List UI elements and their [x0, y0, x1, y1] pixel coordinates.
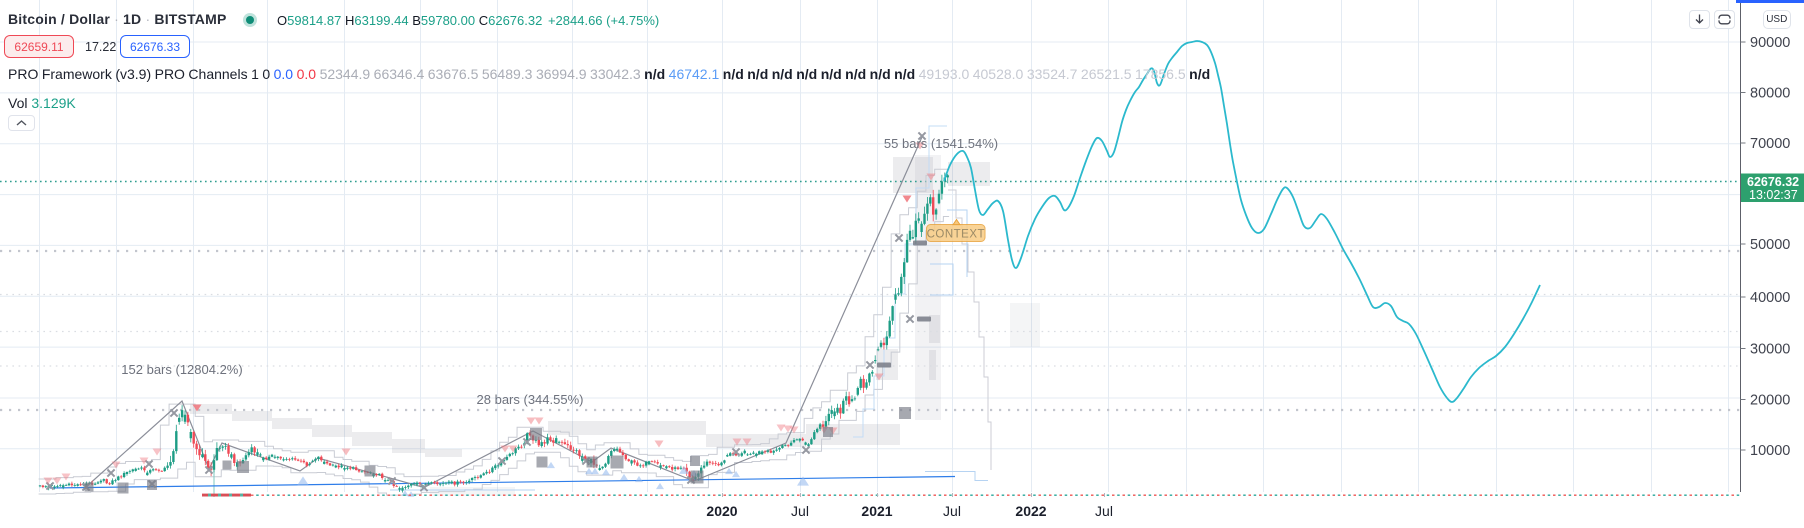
svg-text:62676.32: 62676.32	[1747, 175, 1799, 189]
svg-text:Jul: Jul	[1095, 503, 1113, 519]
svg-text:28 bars (344.55%): 28 bars (344.55%)	[477, 392, 584, 407]
svg-text:Jul: Jul	[943, 503, 961, 519]
svg-text:2021: 2021	[861, 503, 892, 519]
svg-text:10000: 10000	[1750, 443, 1790, 459]
svg-text:55 bars (1541.54%): 55 bars (1541.54%)	[884, 136, 998, 151]
svg-text:2020: 2020	[706, 503, 737, 519]
svg-text:2022: 2022	[1015, 503, 1046, 519]
svg-text:80000: 80000	[1750, 86, 1790, 102]
svg-text:90000: 90000	[1750, 35, 1790, 51]
svg-text:Jul: Jul	[791, 503, 809, 519]
svg-text:CONTEXT: CONTEXT	[927, 229, 985, 241]
svg-text:70000: 70000	[1750, 136, 1790, 152]
svg-text:40000: 40000	[1750, 290, 1790, 306]
svg-text:50000: 50000	[1750, 237, 1790, 253]
svg-text:30000: 30000	[1750, 342, 1790, 358]
svg-text:13:02:37: 13:02:37	[1749, 188, 1798, 202]
svg-text:152 bars (12804.2%): 152 bars (12804.2%)	[121, 362, 242, 377]
svg-text:20000: 20000	[1750, 393, 1790, 409]
